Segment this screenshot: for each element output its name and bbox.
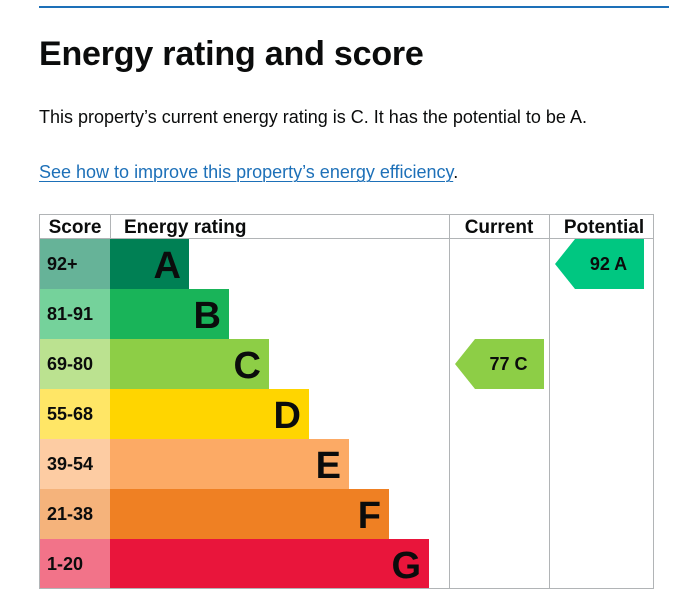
- rating-bar-g: [110, 539, 429, 589]
- band-row-b: 81-91 B: [40, 289, 229, 339]
- improve-link-suffix: .: [453, 162, 459, 182]
- band-row-g: 1-20 G: [40, 539, 429, 589]
- rating-letter-f: F: [358, 495, 381, 537]
- score-label-b: 81-91: [47, 304, 93, 324]
- band-row-f: 21-38 F: [40, 489, 389, 539]
- band-row-a: 92+ A: [40, 239, 189, 289]
- page-title: Energy rating and score: [39, 35, 424, 73]
- band-row-d: 55-68 D: [40, 389, 309, 439]
- score-label-f: 21-38: [47, 504, 93, 524]
- potential-rating-arrow: 92 A: [555, 239, 644, 289]
- score-cell-d: [40, 389, 110, 439]
- rating-bar-b: [110, 289, 229, 339]
- rating-summary: This property’s current energy rating is…: [39, 107, 587, 127]
- rating-arrows: 77 C 92 A: [455, 239, 644, 389]
- score-cell-c: [40, 339, 110, 389]
- column-headers: Score Energy rating Current Potential: [49, 217, 645, 238]
- rating-bar-f: [110, 489, 389, 539]
- band-row-e: 39-54 E: [40, 439, 349, 489]
- current-rating-arrow: 77 C: [455, 339, 544, 389]
- rating-letter-c: C: [234, 345, 261, 387]
- rating-letter-g: G: [391, 545, 421, 587]
- score-label-c: 69-80: [47, 354, 93, 374]
- top-rule: [39, 6, 669, 8]
- header-score: Score: [49, 217, 102, 238]
- header-energy-rating: Energy rating: [124, 217, 246, 238]
- rating-bar-a: [110, 239, 189, 289]
- current-rating-arrow-shape: [455, 339, 544, 389]
- score-label-e: 39-54: [47, 454, 93, 474]
- rating-bar-c: [110, 339, 269, 389]
- score-cell-f: [40, 489, 110, 539]
- score-cell-a: [40, 239, 110, 289]
- potential-rating-arrow-label: 92 A: [590, 254, 627, 274]
- improve-line: See how to improve this property’s energ…: [39, 161, 458, 183]
- score-label-a: 92+: [47, 254, 78, 274]
- potential-rating-arrow-shape: [555, 239, 644, 289]
- band-layer: 92+ A 81-91 B 69-80 C 55-68 D 39-54 E 21-38 F 1-20 G: [40, 239, 429, 589]
- header-potential: Potential: [564, 217, 644, 238]
- chart-frame: [39, 214, 654, 589]
- rating-letter-a: A: [154, 245, 181, 287]
- improve-efficiency-link[interactable]: See how to improve this property’s energ…: [39, 162, 454, 182]
- chart-border: [39, 214, 654, 589]
- rating-letter-e: E: [316, 445, 341, 487]
- score-label-g: 1-20: [47, 554, 83, 574]
- score-cell-b: [40, 289, 110, 339]
- score-cell-g: [40, 539, 110, 589]
- score-label-d: 55-68: [47, 404, 93, 424]
- header-current: Current: [465, 217, 534, 238]
- rating-letter-b: B: [194, 295, 221, 337]
- rating-letter-d: D: [274, 395, 301, 437]
- rating-bar-d: [110, 389, 309, 439]
- current-rating-arrow-label: 77 C: [489, 354, 527, 374]
- rating-bar-e: [110, 439, 349, 489]
- score-cell-e: [40, 439, 110, 489]
- band-row-c: 69-80 C: [40, 339, 269, 389]
